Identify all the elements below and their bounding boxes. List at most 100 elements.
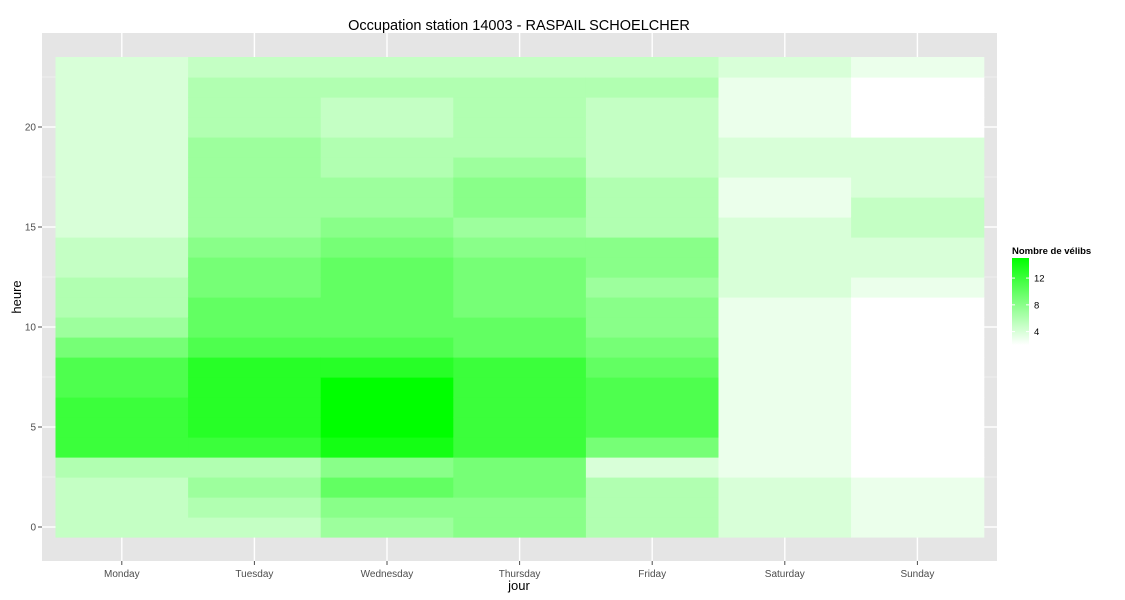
heatmap-cell [55, 277, 189, 298]
heatmap-cell [585, 97, 720, 118]
y-tick-label: 0 [30, 523, 36, 534]
heatmap-cell [453, 237, 587, 258]
heatmap-cell [55, 57, 189, 78]
heatmap-cell [851, 517, 985, 538]
heatmap-cell [188, 197, 322, 218]
heatmap-cell [585, 157, 720, 178]
heatmap-cell [188, 237, 322, 258]
heatmap-cell [453, 417, 587, 438]
heatmap-cell [453, 357, 587, 378]
heatmap-cell [453, 437, 587, 458]
heatmap-cell [320, 177, 454, 198]
legend: Nombre de vélibs 4 8 12 [1012, 246, 1091, 345]
heatmap-cell [453, 277, 587, 298]
heatmap-cell [320, 137, 454, 158]
heatmap-cell [320, 517, 454, 538]
heatmap-cell [851, 337, 985, 358]
heatmap-cell [188, 397, 322, 418]
y-axis-title: heure [9, 280, 24, 313]
legend-tick-label: 8 [1034, 300, 1039, 311]
heatmap-cell [718, 297, 852, 318]
heatmap-cell [718, 237, 852, 258]
heatmap-cell [851, 277, 985, 298]
heatmap-cell [585, 397, 720, 418]
heatmap-cell [851, 117, 985, 138]
heatmap-cell [188, 497, 322, 518]
heatmap-cell [55, 457, 189, 478]
y-tick-label: 5 [30, 423, 36, 434]
heatmap-cell [851, 217, 985, 238]
heatmap-cell [585, 517, 720, 538]
legend-title: Nombre de vélibs [1012, 246, 1091, 257]
x-tick-label: Tuesday [235, 569, 273, 580]
heatmap-cell [718, 457, 852, 478]
heatmap-cell [55, 397, 189, 418]
heatmap-cell [55, 137, 189, 158]
heatmap-cell [718, 117, 852, 138]
heatmap-cell [188, 117, 322, 138]
heatmap-cell [718, 417, 852, 438]
heatmap-cell [320, 417, 454, 438]
heatmap-cell [320, 77, 454, 98]
heatmap-cell [851, 257, 985, 278]
heatmap-cell [55, 117, 189, 138]
heatmap-cell [585, 117, 720, 138]
heatmap-cell [718, 217, 852, 238]
heatmap-cell [188, 337, 322, 358]
heatmap-cell [585, 417, 720, 438]
heatmap-cell [55, 177, 189, 198]
heatmap-cell [320, 277, 454, 298]
heatmap-cell [55, 337, 189, 358]
heatmap-cell [55, 217, 189, 238]
heatmap-cell [55, 417, 189, 438]
legend-ticks: 4 8 12 [1012, 274, 1045, 338]
heatmap-cell [55, 517, 189, 538]
heatmap-cell [718, 377, 852, 398]
heatmap-cell [320, 317, 454, 338]
heatmap-cell [188, 77, 322, 98]
heatmap-cell [851, 297, 985, 318]
heatmap-cell [453, 477, 587, 498]
legend-tick-label: 12 [1034, 274, 1045, 285]
heatmap-cell [188, 137, 322, 158]
heatmap-cell [453, 517, 587, 538]
heatmap-cell [320, 57, 454, 78]
heatmap-cell [851, 477, 985, 498]
heatmap-cell [188, 317, 322, 338]
heatmap-cell [320, 457, 454, 478]
heatmap-cell [55, 157, 189, 178]
heatmap-cell [55, 477, 189, 498]
heatmap-cell [453, 397, 587, 418]
heatmap-cell [320, 157, 454, 178]
heatmap-cell [55, 77, 189, 98]
heatmap-cell [320, 477, 454, 498]
heatmap-cell [55, 357, 189, 378]
heatmap-cell [453, 377, 587, 398]
heatmap-cell [55, 197, 189, 218]
heatmap-cell [320, 377, 454, 398]
x-tick-label: Friday [638, 569, 666, 580]
heatmap-cell [585, 137, 720, 158]
heatmap-cell [453, 177, 587, 198]
chart-title: Occupation station 14003 - RASPAIL SCHOE… [348, 18, 690, 34]
x-tick-label: Wednesday [361, 569, 414, 580]
legend-tick-label: 4 [1034, 327, 1039, 338]
heatmap-cell [320, 117, 454, 138]
heatmap-cell [188, 57, 322, 78]
heatmap-cell [585, 437, 720, 458]
heatmap-cell [718, 277, 852, 298]
y-tick-label: 10 [25, 323, 37, 334]
x-tick-label: Thursday [499, 569, 541, 580]
heatmap-cell [718, 517, 852, 538]
heatmap-cell [55, 317, 189, 338]
heatmap-cell [55, 97, 189, 118]
heatmap-cell [55, 257, 189, 278]
x-tick-label: Sunday [900, 569, 934, 580]
heatmap-cell [320, 257, 454, 278]
heatmap-cell [453, 77, 587, 98]
heatmap-cell [851, 137, 985, 158]
heatmap-cell [453, 137, 587, 158]
heatmap-cell [718, 257, 852, 278]
heatmap-cell [851, 497, 985, 518]
heatmap-cell [718, 497, 852, 518]
